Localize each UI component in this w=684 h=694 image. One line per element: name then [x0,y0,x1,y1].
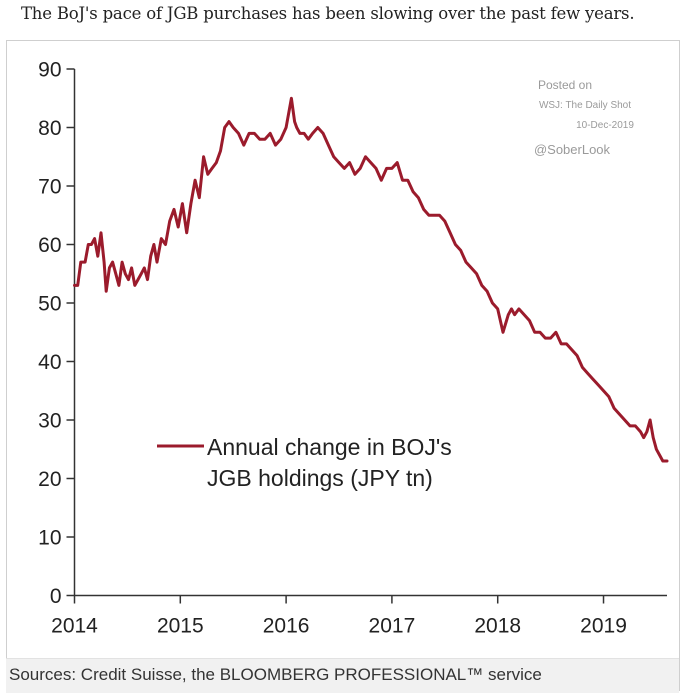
y-tick-label-40: 40 [38,351,61,374]
watermark-date: 10-Dec-2019 [576,120,634,131]
legend-label-line2: JGB holdings (JPY tn) [207,465,433,491]
y-axis-ticks: 0 10 20 30 40 50 60 70 80 90 [38,59,75,608]
y-tick-label-80: 80 [38,117,61,140]
y-tick-label-60: 60 [38,234,61,257]
x-tick-label-2014: 2014 [51,615,98,638]
x-tick-label-2015: 2015 [157,615,204,638]
x-tick-label-2016: 2016 [263,615,310,638]
y-tick-label-90: 90 [38,59,61,82]
watermark-handle: @SoberLook [534,142,611,157]
y-tick-label-30: 30 [38,410,61,433]
source-bar [6,658,679,693]
watermark-publication: WSJ: The Daily Shot [539,100,631,111]
x-tick-label-2017: 2017 [369,615,416,638]
series-line-boj-jgb-holdings [73,96,669,463]
y-tick-label-10: 10 [38,527,61,550]
y-tick-label-50: 50 [38,293,61,316]
y-tick-label-70: 70 [38,176,61,199]
chart-card [6,40,680,691]
chart-caption: The BoJ's pace of JGB purchases has been… [21,4,635,23]
watermark-posted-on: Posted on [538,78,592,92]
legend-label-line1: Annual change in BOJ's [207,434,452,460]
source-note: Sources: Credit Suisse, the BLOOMBERG PR… [9,665,542,684]
x-axis-ticks: 2014 2015 2016 2017 2018 2019 [51,595,627,638]
y-tick-label-0: 0 [50,585,62,608]
x-tick-label-2019: 2019 [580,615,627,638]
x-tick-label-2018: 2018 [474,615,521,638]
y-tick-label-20: 20 [38,468,61,491]
